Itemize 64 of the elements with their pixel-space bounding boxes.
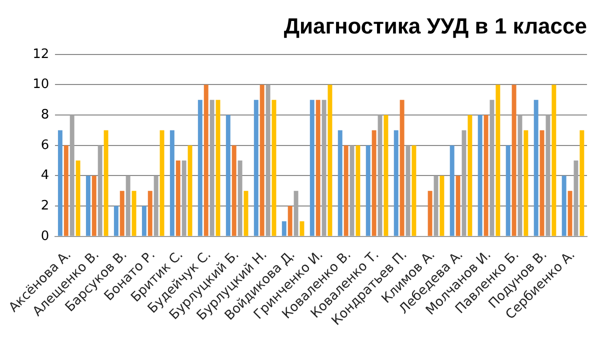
bar xyxy=(540,130,544,236)
bar xyxy=(372,130,376,236)
bar xyxy=(260,84,264,236)
bar xyxy=(552,84,556,236)
bar xyxy=(428,190,432,236)
y-tick-label: 10 xyxy=(32,77,50,92)
bar xyxy=(142,206,146,236)
bar xyxy=(58,130,62,236)
bar xyxy=(384,115,388,236)
bar xyxy=(114,206,118,236)
bar xyxy=(316,100,320,236)
bar xyxy=(468,115,472,236)
bar xyxy=(86,176,90,236)
bar xyxy=(148,190,152,236)
bar xyxy=(456,176,460,236)
bar xyxy=(496,84,500,236)
bar xyxy=(568,190,572,236)
y-tick-label: 4 xyxy=(40,168,50,184)
bar xyxy=(282,221,286,236)
bar xyxy=(484,115,488,236)
bar xyxy=(216,100,220,236)
bar xyxy=(132,190,136,236)
bar xyxy=(204,84,208,236)
bar xyxy=(412,145,416,236)
bar xyxy=(310,100,314,236)
bar xyxy=(524,130,528,236)
y-tick-label: 12 xyxy=(32,46,50,62)
bar xyxy=(478,115,482,236)
y-tick-label: 2 xyxy=(40,198,50,214)
bar xyxy=(562,176,566,236)
bar xyxy=(76,160,80,236)
bar xyxy=(356,145,360,236)
bar xyxy=(440,176,444,236)
bar xyxy=(160,130,164,236)
bar xyxy=(506,145,510,236)
bar xyxy=(232,145,236,236)
chart-title: Диагностика УУД в 1 классе xyxy=(284,13,587,38)
bar xyxy=(288,206,292,236)
bar xyxy=(450,145,454,236)
bar xyxy=(394,130,398,236)
bar xyxy=(580,130,584,236)
y-tick-label: 8 xyxy=(40,107,50,122)
y-tick-label: 0 xyxy=(40,228,50,244)
bar xyxy=(198,100,202,236)
bar xyxy=(188,145,192,236)
bar xyxy=(400,100,404,236)
bar xyxy=(300,221,304,236)
bar xyxy=(244,190,248,236)
bar xyxy=(272,100,276,236)
bar xyxy=(344,145,348,236)
bar xyxy=(92,176,96,236)
bar xyxy=(170,130,174,236)
bar xyxy=(366,145,370,236)
bar xyxy=(64,145,68,236)
bar xyxy=(512,84,516,236)
bar xyxy=(176,160,180,236)
bar xyxy=(104,130,108,236)
y-tick-label: 6 xyxy=(40,138,50,153)
bar xyxy=(120,190,124,236)
bar xyxy=(328,84,332,236)
bar xyxy=(338,130,342,236)
bar xyxy=(254,100,258,236)
bar xyxy=(226,115,230,236)
bar xyxy=(534,100,538,236)
